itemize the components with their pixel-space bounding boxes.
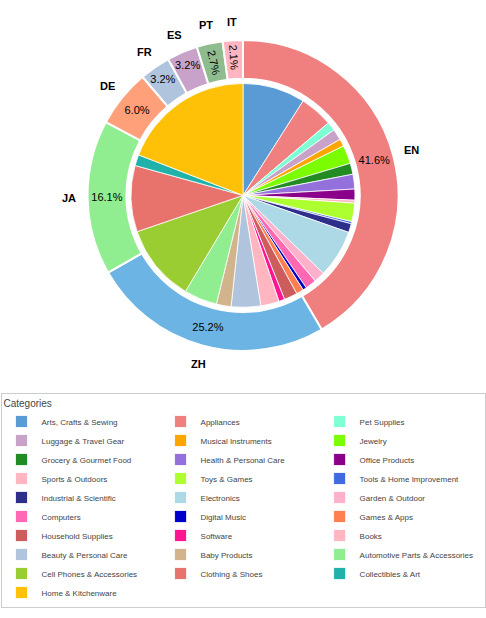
svg-text:Luggage & Travel Gear: Luggage & Travel Gear xyxy=(42,437,125,446)
svg-text:PT: PT xyxy=(199,19,213,31)
svg-text:Grocery & Gourmet Food: Grocery & Gourmet Food xyxy=(42,456,132,465)
svg-text:2.1%: 2.1% xyxy=(227,44,241,70)
svg-text:Toys & Games: Toys & Games xyxy=(201,475,253,484)
svg-text:41.6%: 41.6% xyxy=(359,154,390,166)
svg-text:Office Products: Office Products xyxy=(360,456,415,465)
svg-text:Arts, Crafts & Sewing: Arts, Crafts & Sewing xyxy=(42,418,118,427)
svg-text:Appliances: Appliances xyxy=(201,418,240,427)
svg-text:Jewelry: Jewelry xyxy=(360,437,387,446)
svg-text:Beauty & Personal Care: Beauty & Personal Care xyxy=(42,551,128,560)
svg-text:Garden & Outdoor: Garden & Outdoor xyxy=(360,494,426,503)
svg-text:Home & Kitchenware: Home & Kitchenware xyxy=(42,589,118,598)
svg-text:Automotive Parts & Accessories: Automotive Parts & Accessories xyxy=(360,551,473,560)
svg-text:Musical Instruments: Musical Instruments xyxy=(201,437,272,446)
svg-text:Household Supplies: Household Supplies xyxy=(42,532,113,541)
svg-text:Industrial & Scientific: Industrial & Scientific xyxy=(42,494,116,503)
svg-text:Software: Software xyxy=(201,532,233,541)
svg-text:JA: JA xyxy=(62,192,76,204)
svg-text:16.1%: 16.1% xyxy=(91,191,122,203)
svg-text:Games & Apps: Games & Apps xyxy=(360,513,413,522)
svg-text:Computers: Computers xyxy=(42,513,81,522)
svg-text:Collectibles & Art: Collectibles & Art xyxy=(360,570,421,579)
svg-text:IT: IT xyxy=(227,16,237,28)
svg-text:Digital Music: Digital Music xyxy=(201,513,246,522)
svg-text:ZH: ZH xyxy=(191,358,206,370)
svg-text:EN: EN xyxy=(404,144,419,156)
svg-text:Books: Books xyxy=(360,532,382,541)
svg-text:DE: DE xyxy=(100,80,115,92)
svg-text:Tools & Home Improvement: Tools & Home Improvement xyxy=(360,475,459,484)
svg-text:3.2%: 3.2% xyxy=(175,59,200,71)
svg-text:ES: ES xyxy=(167,29,182,41)
svg-text:Electronics: Electronics xyxy=(201,494,240,503)
svg-text:2.7%: 2.7% xyxy=(205,49,222,76)
svg-text:Categories: Categories xyxy=(4,398,52,409)
svg-text:Clothing & Shoes: Clothing & Shoes xyxy=(201,570,263,579)
svg-text:3.2%: 3.2% xyxy=(150,73,175,85)
svg-text:25.2%: 25.2% xyxy=(192,321,223,333)
svg-text:Baby Products: Baby Products xyxy=(201,551,253,560)
svg-text:Cell Phones & Accessories: Cell Phones & Accessories xyxy=(42,570,138,579)
svg-text:Health & Personal Care: Health & Personal Care xyxy=(201,456,286,465)
svg-text:Sports & Outdoors: Sports & Outdoors xyxy=(42,475,108,484)
svg-text:6.0%: 6.0% xyxy=(125,104,150,116)
svg-text:FR: FR xyxy=(137,46,152,58)
svg-text:Pet Supplies: Pet Supplies xyxy=(360,418,405,427)
